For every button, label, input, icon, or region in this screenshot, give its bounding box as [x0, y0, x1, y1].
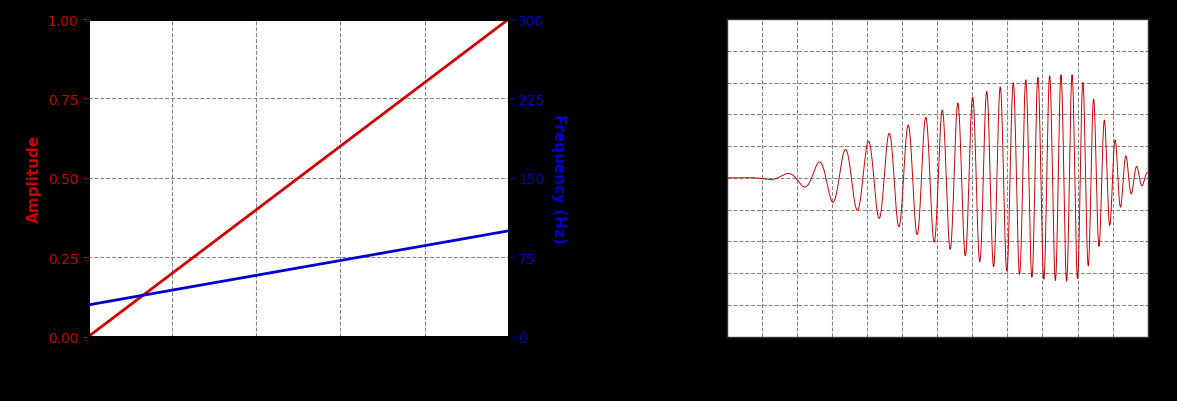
Y-axis label: Acceleration (g): Acceleration (g) — [664, 110, 678, 247]
X-axis label: Time (ms): Time (ms) — [895, 366, 980, 381]
Y-axis label: Amplitude: Amplitude — [27, 134, 42, 223]
X-axis label: Time (ms): Time (ms) — [255, 366, 341, 381]
Y-axis label: Frequency (Hz): Frequency (Hz) — [551, 114, 566, 243]
